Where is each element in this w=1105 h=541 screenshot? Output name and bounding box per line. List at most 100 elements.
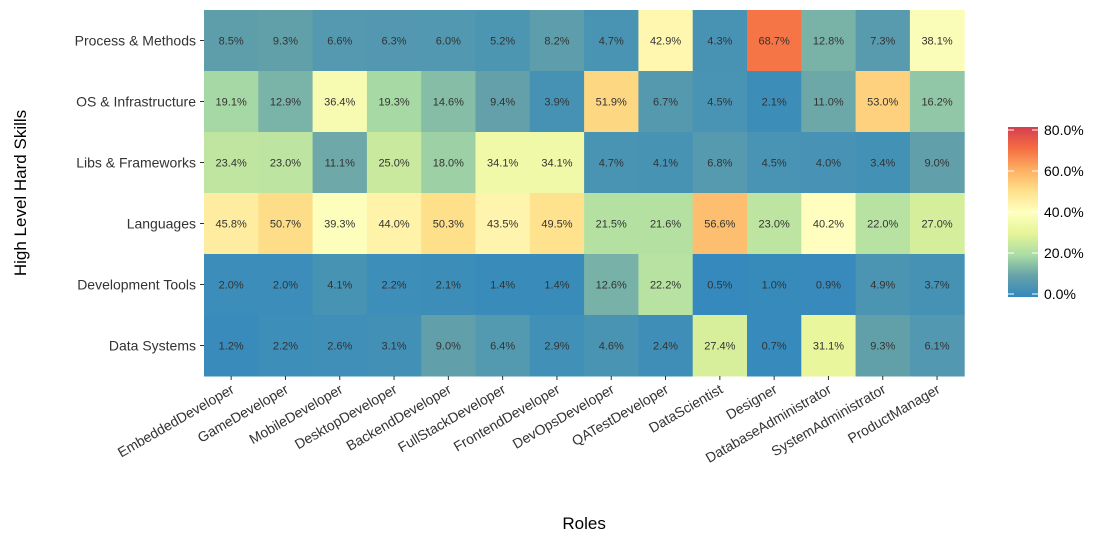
cell-value-label: 2.2%	[273, 341, 298, 353]
heatmap-cell	[475, 315, 531, 377]
cell-value-label: 19.1%	[216, 97, 247, 109]
cell-value-label: 6.8%	[707, 158, 732, 170]
y-tick-label: Libs & Frameworks	[76, 155, 196, 171]
cell-value-label: 23.0%	[759, 219, 790, 231]
heatmap-cell	[475, 132, 531, 194]
cell-value-label: 6.6%	[327, 36, 352, 48]
heatmap-cell	[584, 193, 639, 255]
cell-value-label: 8.5%	[219, 36, 244, 48]
heatmap-cell	[312, 254, 368, 316]
heatmap-cell	[366, 71, 422, 133]
heatmap-cell	[529, 132, 585, 194]
cell-value-label: 42.9%	[650, 36, 681, 48]
heatmap-cell	[638, 254, 694, 316]
heatmap-cell	[801, 315, 857, 377]
heatmap-cells	[204, 10, 965, 377]
y-tick-label: Process & Methods	[75, 33, 196, 49]
y-tick-label: Languages	[127, 216, 196, 232]
cell-value-label: 4.7%	[599, 158, 624, 170]
cell-value-label: 4.5%	[707, 97, 732, 109]
cell-value-label: 9.0%	[436, 341, 461, 353]
cell-value-label: 2.0%	[273, 280, 298, 292]
heatmap-cell	[692, 193, 748, 255]
heatmap-cell	[366, 193, 422, 255]
heatmap-cell	[692, 315, 748, 377]
heatmap-cell	[258, 315, 314, 377]
heatmap-cell	[475, 254, 531, 316]
cell-value-label: 22.0%	[867, 219, 898, 231]
cell-value-label: 38.1%	[921, 36, 952, 48]
cell-value-label: 27.0%	[921, 219, 952, 231]
color-legend: 0.0% 20.0% 40.0% 60.0% 80.0%	[1008, 122, 1084, 302]
y-tick-label: OS & Infrastructure	[76, 94, 196, 110]
cell-value-label: 3.7%	[925, 280, 950, 292]
cell-value-label: 16.2%	[921, 97, 952, 109]
cell-value-label: 43.5%	[487, 219, 518, 231]
cell-value-label: 4.1%	[653, 158, 678, 170]
cell-value-label: 2.4%	[653, 341, 678, 353]
heatmap-cell	[855, 10, 911, 72]
cell-value-label: 36.4%	[324, 97, 355, 109]
heatmap-cell	[258, 193, 314, 255]
heatmap-cell	[584, 315, 639, 377]
legend-tick-label: 60.0%	[1044, 163, 1084, 179]
heatmap-cell	[258, 132, 314, 194]
cell-value-label: 49.5%	[541, 219, 572, 231]
heatmap-cell	[584, 132, 639, 194]
heatmap-cell	[801, 71, 857, 133]
heatmap-cell	[258, 10, 314, 72]
heatmap-cell	[638, 193, 694, 255]
cell-value-label: 0.5%	[707, 280, 732, 292]
heatmap-cell	[312, 315, 368, 377]
heatmap-cell	[692, 10, 748, 72]
cell-value-label: 1.2%	[219, 341, 244, 353]
heatmap-cell	[475, 193, 531, 255]
heatmap-cell	[366, 315, 422, 377]
heatmap-cell	[204, 315, 259, 377]
cell-value-label: 19.3%	[378, 97, 409, 109]
cell-value-label: 5.2%	[490, 36, 515, 48]
cell-value-label: 12.9%	[270, 97, 301, 109]
heatmap-cell	[855, 254, 911, 316]
cell-value-label: 23.0%	[270, 158, 301, 170]
cell-value-label: 2.1%	[436, 280, 461, 292]
heatmap-cell	[204, 132, 259, 194]
heatmap-cell	[909, 71, 965, 133]
cell-value-label: 12.6%	[596, 280, 627, 292]
cell-value-label: 34.1%	[541, 158, 572, 170]
cell-value-label: 51.9%	[596, 97, 627, 109]
heatmap-cell	[421, 132, 476, 194]
heatmap-cell	[909, 254, 965, 316]
cell-value-label: 4.7%	[599, 36, 624, 48]
cell-value-label: 18.0%	[433, 158, 464, 170]
heatmap-cell	[421, 71, 476, 133]
heatmap-cell	[312, 71, 368, 133]
cell-value-label: 6.7%	[653, 97, 678, 109]
cell-value-label: 0.9%	[816, 280, 841, 292]
heatmap-cell	[909, 132, 965, 194]
heatmap-cell	[747, 71, 802, 133]
cell-value-label: 2.9%	[544, 341, 569, 353]
heatmap-cell	[747, 315, 802, 377]
cell-value-label: 39.3%	[324, 219, 355, 231]
cell-value-label: 6.3%	[382, 36, 407, 48]
heatmap-cell	[909, 193, 965, 255]
heatmap-cell	[312, 10, 368, 72]
cell-value-label: 2.6%	[327, 341, 352, 353]
heatmap-cell	[747, 254, 802, 316]
heatmap-cell	[475, 10, 531, 72]
cell-value-label: 14.6%	[433, 97, 464, 109]
cell-value-label: 3.4%	[870, 158, 895, 170]
heatmap-cell	[855, 71, 911, 133]
heatmap-cell	[421, 315, 476, 377]
heatmap-cell	[855, 132, 911, 194]
legend-tick-label: 40.0%	[1044, 204, 1084, 220]
cell-value-label: 27.4%	[704, 341, 735, 353]
heatmap-cell	[638, 315, 694, 377]
heatmap-cell-labels: 8.5% 9.3% 6.6% 6.3% 6.0% 5.2% 8.2% 4.7% 42.9% 4.3…	[216, 36, 953, 353]
heatmap-cell	[692, 254, 748, 316]
cell-value-label: 21.6%	[650, 219, 681, 231]
heatmap-cell	[584, 71, 639, 133]
y-tick-label: Data Systems	[109, 338, 196, 354]
cell-value-label: 1.0%	[762, 280, 787, 292]
